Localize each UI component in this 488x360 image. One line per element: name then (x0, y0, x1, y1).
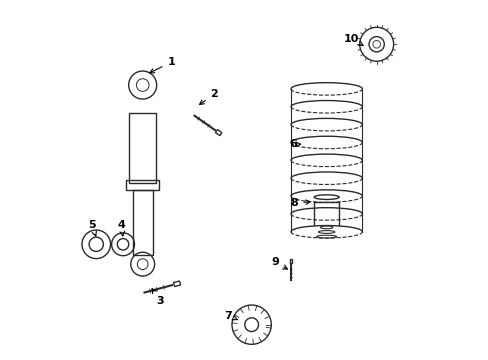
Text: 1: 1 (149, 57, 175, 73)
Bar (126, 180, 159, 190)
Text: 10: 10 (343, 34, 363, 45)
Bar (215, 130, 222, 136)
Text: 7: 7 (224, 311, 237, 321)
Text: 3: 3 (152, 289, 164, 306)
Text: 9: 9 (270, 257, 287, 269)
Text: 4: 4 (117, 220, 125, 236)
Bar (289, 259, 291, 263)
Bar (173, 281, 180, 287)
Text: 2: 2 (199, 89, 218, 104)
Text: 5: 5 (88, 220, 96, 236)
Text: 8: 8 (290, 198, 309, 208)
Bar (132, 190, 152, 255)
Text: 6: 6 (288, 139, 300, 149)
